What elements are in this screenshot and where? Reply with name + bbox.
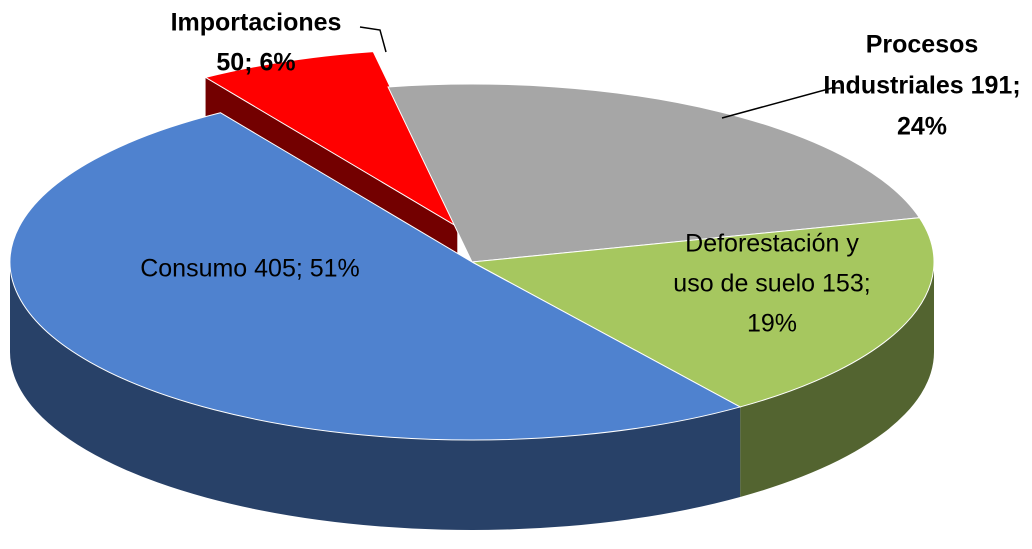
labels: Importaciones 50; 6% Procesos Industriales … [140,9,1020,338]
slice [204,51,459,228]
slice [470,217,935,408]
pie [9,51,935,531]
slice [387,83,921,263]
data-label: Procesos [866,31,979,59]
data-label: Consumo 405; 51% [140,255,360,283]
slice-side [10,262,741,531]
data-label: Importaciones [171,9,342,37]
data-label: uso de suelo 153; [673,270,870,298]
data-label: 19% [747,310,797,338]
slice [9,112,742,441]
slice-side [740,262,934,497]
leader-line [359,26,387,53]
data-label: 24% [897,113,947,141]
data-label: 50; 6% [216,49,295,77]
data-label: Deforestación y [685,230,859,258]
leader-line [721,87,840,119]
data-label: Industriales 191; [823,72,1020,100]
